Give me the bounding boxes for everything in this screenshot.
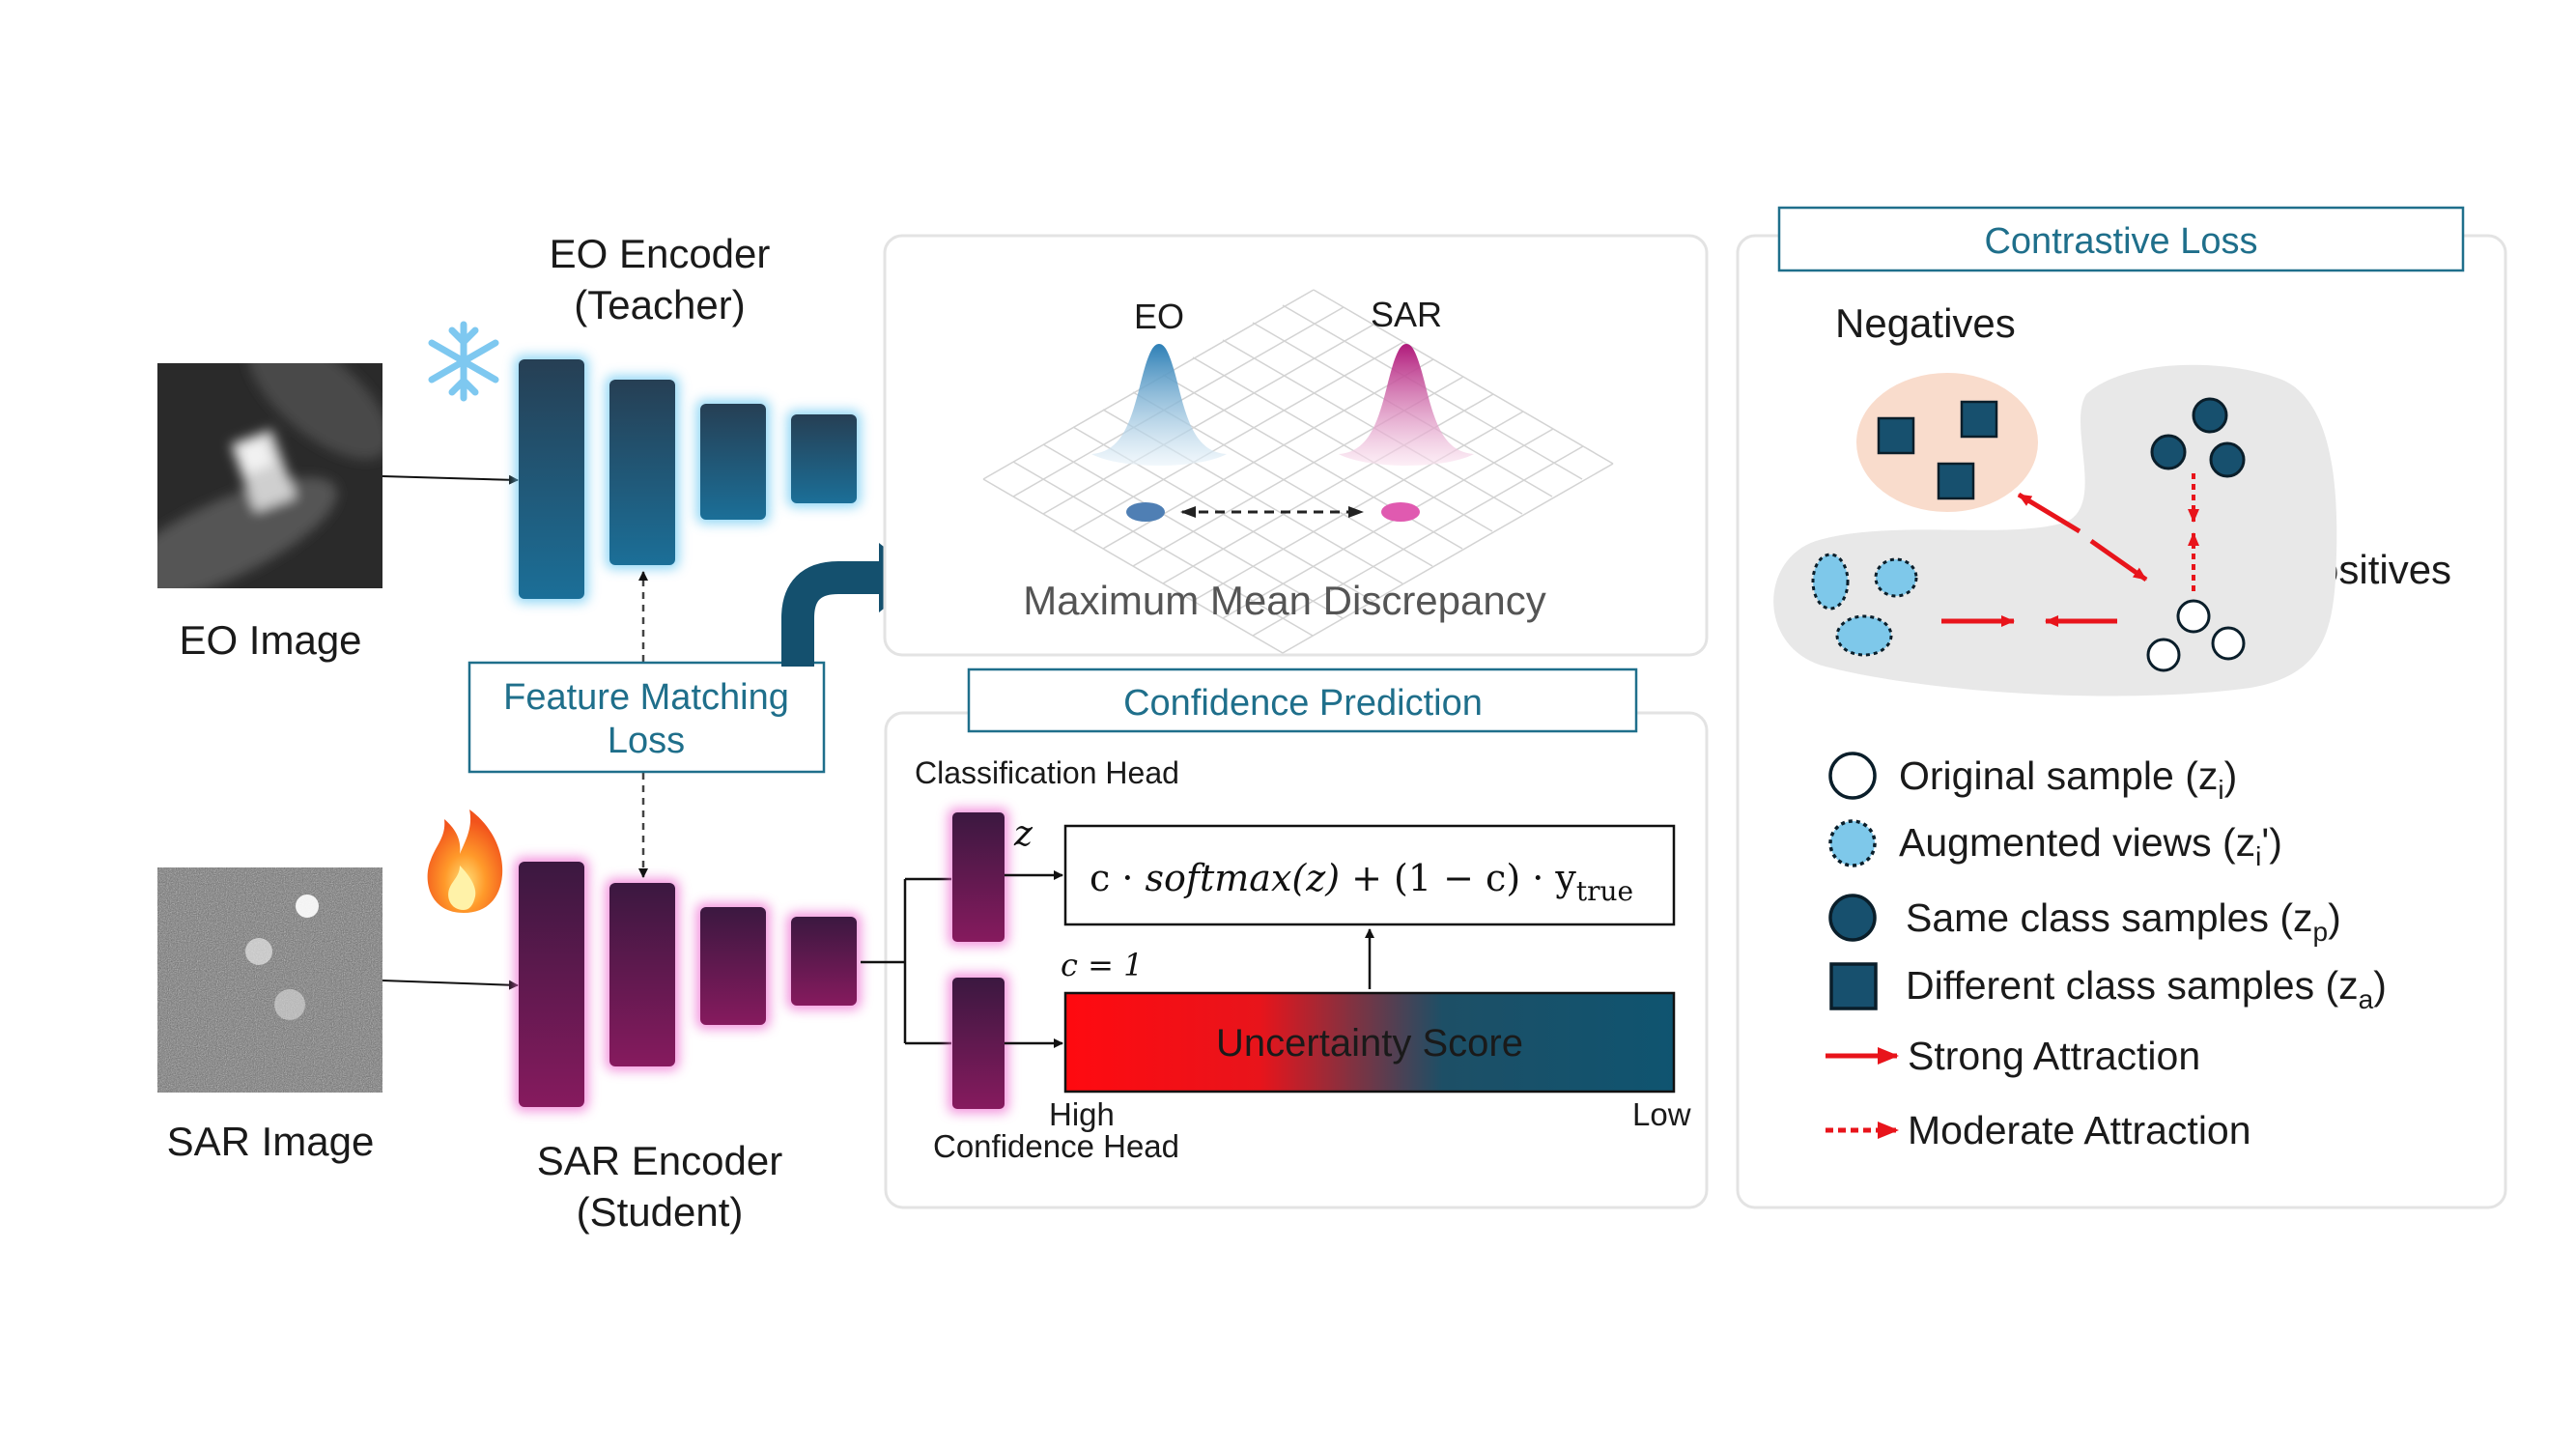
legend-moderate-label: Moderate Attraction: [1908, 1108, 2251, 1152]
original-sample-3: [2211, 626, 2246, 661]
augmented-view-1: [1811, 553, 1850, 611]
sar-encoder-block-1: [519, 862, 584, 1107]
formula-c: c: [1090, 857, 1110, 899]
eo-encoder: [515, 355, 861, 603]
repulsion-arrow-to-original: [2089, 538, 2148, 582]
sar-encoder-block-3: [700, 907, 766, 1025]
same-class-circle-3: [2209, 441, 2246, 478]
different-class-square-3: [1937, 462, 1975, 500]
uncertainty-bar: [1063, 991, 1676, 1094]
low-label: Low: [1632, 1096, 1691, 1132]
sar-image-label: SAR Image: [167, 1119, 375, 1164]
feature-matching-line1: Feature Matching: [503, 677, 789, 718]
formula: c · softmax(z) + (1 − c) · ytrue: [1090, 857, 1633, 907]
sar-encoder-block-2: [609, 883, 675, 1066]
eo-encoder-subtitle: (Teacher): [574, 282, 745, 327]
same-class-circle-2: [2150, 434, 2187, 470]
sar-encoder-block-4: [791, 917, 857, 1006]
classification-head-label: Classification Head: [915, 755, 1179, 790]
sar-mean-dot: [1381, 502, 1420, 522]
c-equals-label: c = 1: [1061, 947, 1143, 983]
sar-encoder-title: SAR Encoder: [537, 1138, 782, 1183]
contrastive-legend: Original sample (zi) Augmented views (zi…: [1826, 752, 2387, 1152]
contrastive-title: Contrastive Loss: [1984, 221, 2257, 262]
eo-encoder-block-1: [519, 359, 584, 599]
different-class-square-1: [1877, 416, 1915, 455]
mmd-eo-label: EO: [1134, 297, 1184, 336]
fire-icon: [427, 810, 503, 913]
legend-different-class-label: Different class samples (za): [1906, 963, 2387, 1014]
eo-input-arrow: [382, 474, 519, 485]
snowflake-icon: [428, 321, 499, 402]
different-class-square-2: [1960, 400, 1998, 439]
formula-box: [1063, 824, 1676, 926]
formula-dot: ·: [1110, 857, 1145, 899]
sar-distribution: [1339, 344, 1474, 466]
eo-image: [157, 363, 382, 588]
eo-encoder-block-2: [609, 380, 675, 565]
augmented-view-2: [1874, 557, 1918, 598]
eo-image-label: EO Image: [179, 617, 361, 663]
legend-different-class-icon: [1829, 962, 1878, 1010]
original-sample-1: [2176, 599, 2211, 634]
legend-original-icon: [1828, 752, 1877, 800]
classification-head-block: [952, 812, 1005, 942]
formula-arg: (z): [1291, 857, 1340, 899]
contrastive-title-box: [1777, 206, 2465, 272]
repulsion-arrow-to-negatives: [2017, 492, 2081, 534]
legend-same-class-icon: [1828, 894, 1877, 942]
original-sample-2: [2146, 638, 2181, 672]
legend-strong-label: Strong Attraction: [1908, 1034, 2200, 1078]
legend-same-class-label: Same class samples (zp): [1906, 895, 2341, 947]
eo-encoder-title: EO Encoder: [550, 231, 771, 276]
legend-original-label: Original sample (zi): [1899, 753, 2237, 805]
eo-encoder-block-4: [791, 414, 857, 503]
mmd-sar-label: SAR: [1371, 295, 1442, 334]
legend-augmented-label: Augmented views (zi'): [1899, 820, 2282, 871]
confidence-title: Confidence Prediction: [1123, 683, 1483, 724]
sar-encoder: [515, 858, 861, 1111]
eo-encoder-block-3: [700, 404, 766, 520]
formula-sub: true: [1576, 875, 1633, 907]
sar-input-arrow: [382, 980, 519, 990]
z-label: z: [1013, 814, 1033, 854]
confidence-title-box: [967, 668, 1638, 733]
mmd-distance-arrow-tail: [1180, 506, 1196, 518]
negatives-label: Negatives: [1835, 300, 2016, 346]
confidence-head-label: Confidence Head: [933, 1128, 1179, 1164]
confidence-head-block: [952, 978, 1005, 1109]
feature-matching-line2: Loss: [608, 721, 685, 761]
eo-mean-dot: [1126, 502, 1165, 522]
legend-augmented-icon: [1828, 819, 1877, 867]
augmented-view-3: [1835, 614, 1893, 657]
eo-distribution: [1091, 344, 1227, 466]
feature-matching-box: [467, 661, 826, 774]
same-class-circle-1: [2192, 397, 2228, 434]
formula-fn: softmax: [1146, 857, 1292, 899]
formula-mid: + (1 − c) · y: [1340, 857, 1576, 899]
mmd-label: Maximum Mean Discrepancy: [1023, 578, 1546, 623]
uncertainty-label: Uncertainty Score: [1216, 1022, 1523, 1065]
high-label: High: [1049, 1096, 1115, 1132]
sar-image: [157, 867, 382, 1093]
sar-encoder-subtitle: (Student): [577, 1189, 744, 1235]
mmd-panel: [883, 234, 1709, 657]
mmd-curved-arrow: [781, 561, 881, 667]
